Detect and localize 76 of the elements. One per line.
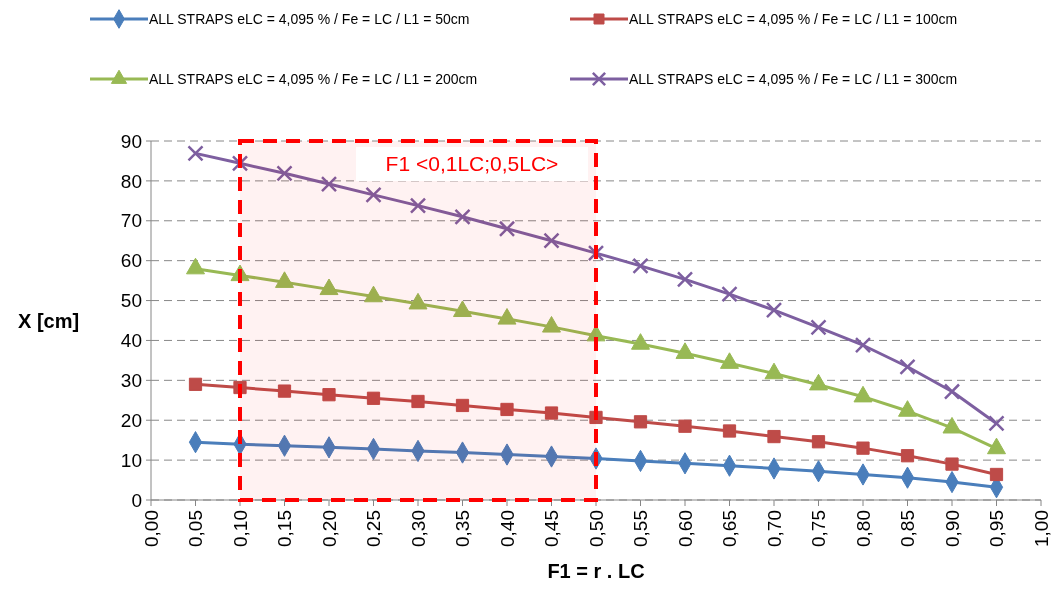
point [322, 388, 336, 402]
point [810, 319, 827, 336]
point [320, 175, 338, 193]
point [233, 380, 247, 395]
x-tick-label: 1,00 [1030, 510, 1051, 547]
x-axis-title: F1 = r . LC [547, 560, 645, 582]
legend-label: ALL STRAPS eLC = 4,095 % / Fe = LC / L1 = 200cm [149, 71, 478, 87]
x-tick-label: 0,10 [229, 510, 251, 547]
point [854, 336, 872, 354]
x-tick-label: 0,00 [140, 510, 162, 547]
legend-label: ALL STRAPS eLC = 4,095 % / Fe = LC / L1 = 50cm [149, 11, 470, 27]
y-tick-label: 20 [120, 409, 142, 431]
point [943, 383, 961, 400]
point [366, 391, 381, 405]
x-tick-label: 0,65 [719, 510, 741, 547]
y-tick-label: 80 [120, 170, 142, 192]
y-tick-label: 10 [120, 449, 142, 471]
x-tick-label: 0,75 [808, 510, 830, 547]
x-tick-label: 0,35 [452, 510, 474, 547]
point [187, 145, 204, 162]
point [856, 441, 870, 455]
point [632, 257, 649, 275]
x-tick-label: 0,20 [318, 510, 340, 547]
y-tick-label: 90 [120, 130, 142, 152]
y-tick-label: 40 [120, 330, 142, 352]
y-tick-label: 30 [120, 369, 142, 391]
point [765, 301, 783, 319]
x-tick-label: 0,60 [674, 510, 696, 547]
x-tick-label: 0,90 [941, 510, 963, 547]
x-tick-label: 0,70 [763, 510, 785, 547]
point [409, 197, 427, 214]
point [633, 415, 648, 429]
y-tick-label: 0 [131, 489, 142, 511]
x-tick-label: 0,50 [585, 510, 607, 547]
legend-label: ALL STRAPS eLC = 4,095 % / Fe = LC / L1 = 100cm [629, 11, 958, 27]
x-tick-label: 0,40 [496, 510, 518, 547]
x-tick-label: 0,95 [986, 510, 1008, 547]
point [989, 467, 1004, 482]
point [276, 165, 293, 182]
x-tick-label: 0,05 [185, 510, 207, 547]
point [277, 384, 292, 398]
point [945, 457, 959, 471]
point [455, 398, 470, 413]
point [678, 419, 692, 433]
x-tick-label: 0,30 [407, 510, 429, 547]
y-axis-title: X [cm] [18, 309, 80, 332]
x-tick-label: 0,85 [897, 510, 919, 547]
band-label: F1 <0,1LC;0,5LC> [385, 152, 559, 176]
x-tick-label: 0,45 [541, 510, 563, 547]
point [988, 415, 1005, 432]
point [365, 186, 382, 204]
y-tick-label: 60 [120, 250, 142, 272]
point [587, 244, 605, 262]
y-tick-label: 70 [120, 210, 142, 232]
point [676, 271, 694, 288]
point [900, 449, 915, 463]
point [454, 208, 471, 226]
point [899, 358, 916, 376]
legend-label: ALL STRAPS eLC = 4,095 % / Fe = LC / L1 = 300cm [629, 71, 958, 87]
point [767, 429, 781, 444]
x-tick-label: 0,80 [852, 510, 874, 547]
point [589, 410, 603, 425]
point [722, 424, 737, 438]
point [411, 394, 425, 409]
point [498, 220, 516, 238]
x-tick-label: 0,25 [363, 510, 385, 547]
point [811, 435, 826, 449]
point [188, 377, 203, 391]
x-tick-label: 0,15 [274, 510, 296, 547]
point [544, 406, 559, 420]
point [231, 155, 249, 172]
point [721, 285, 738, 303]
point [500, 402, 514, 417]
point [543, 232, 560, 249]
x-tick-label: 0,55 [630, 510, 652, 547]
y-tick-label: 50 [120, 290, 142, 312]
